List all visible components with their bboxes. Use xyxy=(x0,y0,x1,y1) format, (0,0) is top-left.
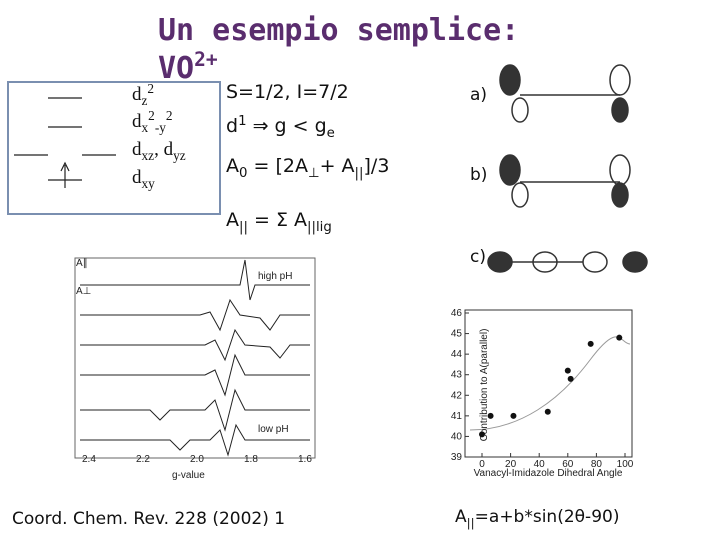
equation-part: || xyxy=(467,516,475,530)
x-tick-label: 80 xyxy=(591,459,603,470)
orbital-label-part: x xyxy=(142,120,149,135)
structures xyxy=(487,64,648,273)
formula-part: A xyxy=(226,209,239,231)
orbital-box xyxy=(7,81,221,215)
y-axis-label: Contribution to A(parallel) xyxy=(479,329,490,442)
citation: Coord. Chem. Rev. 228 (2002) 1 xyxy=(12,509,285,529)
orbital-label-part: 2 xyxy=(147,81,154,96)
x-tick-label: 40 xyxy=(534,459,546,470)
orbital-levels xyxy=(14,97,116,188)
formula-part: || xyxy=(239,220,248,235)
spectrum-label: A∥ xyxy=(76,258,88,269)
orbital-label-part: -y xyxy=(155,120,166,135)
title: Un esempio semplice: xyxy=(158,13,519,48)
equation: A||=a+b*sin(2θ-90) xyxy=(455,507,619,530)
formula-part: || xyxy=(355,166,364,181)
data-point xyxy=(479,431,485,438)
spectrum-tick: 2.0 xyxy=(190,454,204,465)
spectrum-label: g-value xyxy=(172,470,205,481)
y-tick-label: 43 xyxy=(451,370,463,381)
orbital-label: dxy xyxy=(132,167,155,191)
orbital-label-part: xz xyxy=(142,148,155,163)
x-tick-label: 60 xyxy=(562,459,574,470)
spectrum-tick: 2.2 xyxy=(136,454,150,465)
orbital-label-part: xy xyxy=(142,176,156,191)
y-tick-label: 40 xyxy=(451,431,463,442)
formula-part: ]/3 xyxy=(364,155,390,177)
y-tick-label: 46 xyxy=(451,308,463,319)
x-axis-label: Vanacyl-Imidazole Dihedral Angle xyxy=(474,468,623,479)
orbital-label-part: , d xyxy=(154,139,174,160)
orbital-label-part: 2 xyxy=(148,108,155,123)
structure-label: c) xyxy=(470,247,486,267)
orbital-label-part: yz xyxy=(173,148,186,163)
formula-part: = [2A xyxy=(247,155,308,177)
data-point xyxy=(487,412,494,419)
spectrum-tick: 1.8 xyxy=(244,454,258,465)
orbital-label-part: d xyxy=(132,84,142,105)
formula-part: ⊥ xyxy=(308,166,320,181)
title-ion: VO2+ xyxy=(158,48,218,86)
formula-part: d xyxy=(226,115,238,137)
y-tick-label: 44 xyxy=(451,349,463,360)
spectrum-tick: 1.6 xyxy=(298,454,312,465)
orbital-label-part: d xyxy=(132,167,142,188)
y-tick-label: 42 xyxy=(451,390,463,401)
formula-part: = Σ A xyxy=(248,209,307,231)
orbital-label: dx2-y2 xyxy=(132,108,173,135)
formula: S=1/2, I=7/2 xyxy=(226,81,349,103)
y-tick-label: 41 xyxy=(451,411,463,422)
spectrum-label: high pH xyxy=(258,271,292,282)
spectrum-label: low pH xyxy=(258,424,289,435)
data-point xyxy=(567,375,574,382)
data-point xyxy=(564,367,571,374)
plot xyxy=(464,309,633,458)
orbital-label-part: d xyxy=(132,139,142,160)
x-tick-label: 20 xyxy=(505,459,517,470)
orbital-label: dxz, dyz xyxy=(132,139,186,163)
x-tick-label: 100 xyxy=(617,459,634,470)
formula-part: ⇒ g < g xyxy=(247,115,327,137)
formula-part: A xyxy=(226,155,239,177)
structure-label: a) xyxy=(470,85,487,105)
equation-part: =a+b*sin(2θ-90) xyxy=(475,507,620,527)
formula: d1 ⇒ g < ge xyxy=(226,114,335,141)
data-point xyxy=(510,412,517,419)
formula-part: S=1/2, I=7/2 xyxy=(226,81,349,103)
y-tick-label: 39 xyxy=(451,452,463,463)
formula-part: 1 xyxy=(238,114,246,129)
charge: 2+ xyxy=(194,48,218,71)
y-tick-label: 45 xyxy=(451,329,463,340)
orbital-label-part: d xyxy=(132,111,142,132)
spectrum-tick: 2.4 xyxy=(82,454,96,465)
formula-part: + A xyxy=(320,155,355,177)
plot-frame xyxy=(464,309,633,458)
data-point xyxy=(587,340,594,347)
orbital-label: dz2 xyxy=(132,81,154,108)
fit-curve xyxy=(469,336,631,431)
formula: A|| = Σ A||lig xyxy=(226,209,332,235)
equation-part: A xyxy=(455,507,467,527)
formula-part: 0 xyxy=(239,166,247,181)
formula-part: e xyxy=(327,126,335,141)
orbital-label-part: 2 xyxy=(166,108,173,123)
formula-part: ||lig xyxy=(307,220,332,235)
x-tick-label: 0 xyxy=(479,459,485,470)
spectrum xyxy=(74,257,316,459)
orbital-label-part: z xyxy=(142,93,148,108)
formula: A0 = [2A⊥+ A||]/3 xyxy=(226,155,389,181)
structure-label: b) xyxy=(470,165,487,185)
spectrum-label: A⊥ xyxy=(76,286,91,297)
data-point xyxy=(544,408,551,415)
ion: VO xyxy=(158,51,194,86)
data-point xyxy=(616,334,623,341)
